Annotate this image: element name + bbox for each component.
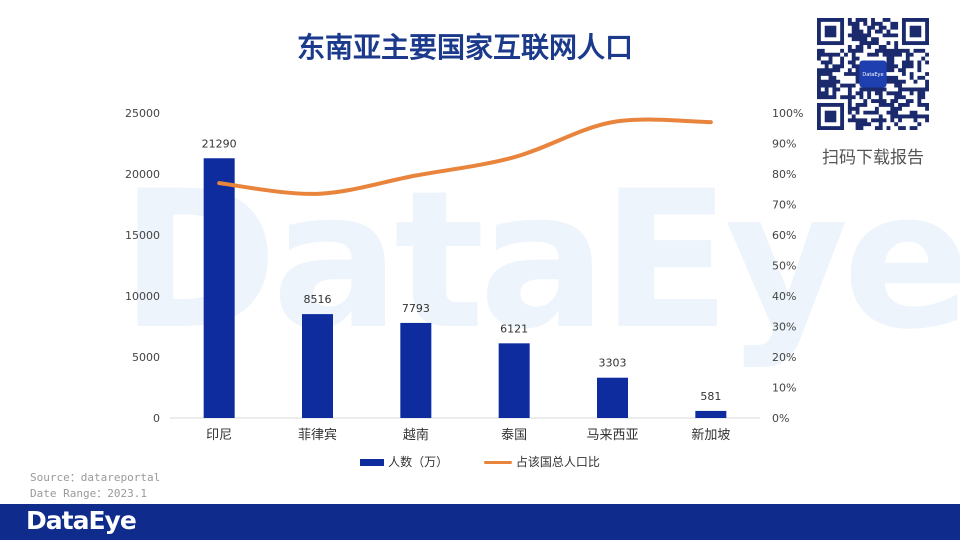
y-right-tick-label: 80%	[772, 168, 796, 181]
y-left-tick-label: 10000	[125, 290, 160, 303]
y-right-tick-label: 50%	[772, 260, 796, 273]
qr-finder-inner	[909, 25, 922, 38]
qr-modules	[817, 18, 929, 130]
bar-data-label: 7793	[402, 302, 430, 315]
legend-bar-swatch	[360, 459, 385, 466]
x-tick-label: 马来西亚	[586, 428, 638, 443]
legend-label-line: 占该国总人口比	[515, 455, 600, 469]
y-left-tick-label: 5000	[132, 351, 160, 364]
legend-label-bar: 人数（万）	[388, 455, 449, 469]
y-left-tick-label: 0	[153, 412, 160, 425]
y-right-tick-label: 60%	[772, 229, 796, 242]
legend-item-bar: 人数（万）	[360, 453, 448, 470]
bar-data-label: 8516	[304, 293, 332, 306]
chart-legend: 人数（万） 占该国总人口比	[0, 453, 960, 470]
y-left-tick-label: 15000	[125, 229, 160, 242]
x-tick-label: 印尼	[206, 428, 232, 443]
bar	[400, 322, 432, 418]
bar-data-label: 21290	[202, 137, 237, 150]
source-line: Source：datareportal	[30, 471, 161, 484]
qr-center-badge	[859, 60, 887, 88]
bar	[597, 377, 628, 418]
series-line	[217, 117, 713, 196]
y-right-tick-label: 0%	[772, 412, 789, 425]
y-right-tick-label: 20%	[772, 351, 796, 364]
y-left-tick-label: 20000	[125, 168, 160, 181]
bar-data-label: 6121	[500, 322, 528, 335]
bar	[203, 158, 235, 418]
qr-badge-text: DataEye	[862, 72, 883, 78]
qr-caption: 扫码下载报告	[822, 148, 924, 168]
y-right-tick-label: 100%	[772, 107, 803, 120]
qr-finder-inner	[824, 110, 837, 123]
x-tick-label: 泰国	[501, 428, 527, 443]
qr-finder-inner	[824, 25, 837, 38]
bar	[302, 314, 333, 418]
x-tick-label: 菲律宾	[298, 427, 337, 443]
watermark-text: DataEye	[120, 150, 960, 371]
footer-logo: DataEye	[26, 506, 137, 535]
date-range-line: Date Range：2023.1	[30, 487, 147, 500]
legend-item-line: 占该国总人口比	[483, 453, 600, 470]
y-left-tick-label: 25000	[125, 107, 160, 120]
bar-data-label: 3303	[599, 357, 627, 370]
bar	[695, 410, 727, 418]
footer-bar: DataEye	[0, 504, 960, 540]
y-right-tick-label: 30%	[772, 321, 796, 334]
source-note: Source：datareportal Date Range：2023.1	[30, 470, 160, 502]
y-right-tick-label: 40%	[772, 290, 796, 303]
x-tick-label: 新加坡	[691, 427, 730, 443]
y-right-tick-label: 90%	[772, 138, 796, 151]
legend-line-swatch	[483, 461, 512, 464]
bar	[498, 343, 530, 418]
y-right-tick-label: 10%	[772, 382, 796, 395]
x-tick-label: 越南	[403, 427, 429, 443]
y-right-tick-label: 70%	[772, 199, 796, 212]
qr-code-icon[interactable]: DataEye	[817, 18, 929, 130]
bar-data-label: 581	[700, 390, 721, 403]
chart-title: 东南亚主要国家互联网人口	[296, 31, 633, 64]
